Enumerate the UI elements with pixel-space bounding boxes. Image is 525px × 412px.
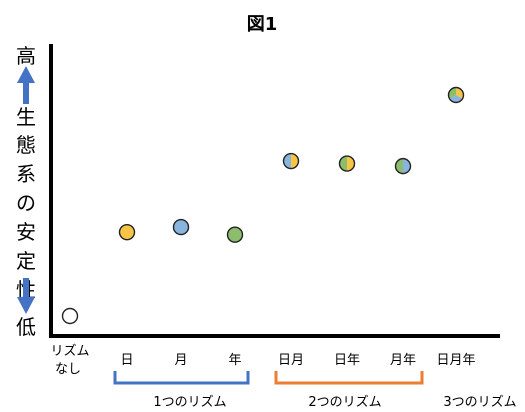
x-tick-label: なし (55, 362, 81, 377)
point-outline (61, 307, 79, 325)
point-segment (403, 158, 411, 174)
point-outline (172, 218, 190, 236)
x-tick-labels: リズムなし日月年日月 日年 月年 日月年 (50, 343, 475, 377)
point-segment (283, 153, 291, 169)
group-label: 2つのリズム (308, 394, 381, 410)
y-label-char: 生 (16, 105, 36, 129)
point-outline (338, 155, 356, 172)
point-outline (226, 226, 244, 243)
data-point (394, 157, 412, 175)
group-label: 1つのリズム (153, 394, 226, 410)
point-fill (227, 227, 243, 243)
data-point (172, 218, 190, 236)
x-tick-label: 日年 (334, 353, 360, 368)
y-label-high: 高 (16, 44, 36, 68)
group-brackets: 1つのリズム 2つのリズム 3つのリズム (113, 371, 517, 410)
y-axis-label: 高 生態系の安定性 低 (16, 44, 36, 339)
point-segment (395, 158, 403, 174)
group-bracket (113, 371, 250, 385)
data-point (282, 152, 300, 170)
point-segment (339, 156, 347, 172)
x-tick-label: 日月年 (436, 353, 475, 368)
x-tick-label: 月年 (390, 353, 416, 368)
x-tick-label: 月 (174, 353, 187, 368)
point-outline (118, 223, 136, 241)
data-point (61, 307, 79, 325)
point-fill (62, 308, 78, 324)
data-points (61, 86, 465, 325)
chart-title: 図1 (247, 14, 278, 35)
point-segment (347, 156, 355, 172)
data-point (447, 86, 465, 104)
x-tick-label: 日月 (278, 353, 304, 368)
x-tick-label: 日 (120, 353, 133, 368)
point-fill (173, 219, 189, 235)
point-outline (394, 157, 412, 175)
group-label: 3つのリズム (443, 394, 516, 410)
point-fill (119, 224, 135, 240)
y-label-char: 系 (16, 162, 36, 186)
point-outline (282, 152, 300, 170)
arrow-down-head (17, 297, 35, 314)
y-label-char: 定 (16, 249, 36, 273)
y-label-low: 低 (16, 315, 36, 339)
data-point (118, 223, 136, 241)
data-point (226, 226, 244, 243)
arrow-down-shaft (23, 278, 29, 298)
point-segment (291, 153, 299, 169)
group-bracket (274, 371, 424, 385)
y-label-char: 安 (16, 220, 36, 244)
point-outline (447, 86, 465, 104)
x-tick-label: 年 (228, 353, 241, 368)
y-label-char: 態 (16, 133, 36, 157)
y-label-char: の (16, 191, 36, 215)
arrow-up-head (17, 66, 35, 83)
data-point (338, 155, 356, 172)
x-tick-label: リズム (50, 343, 89, 359)
arrow-up-shaft (23, 82, 29, 104)
